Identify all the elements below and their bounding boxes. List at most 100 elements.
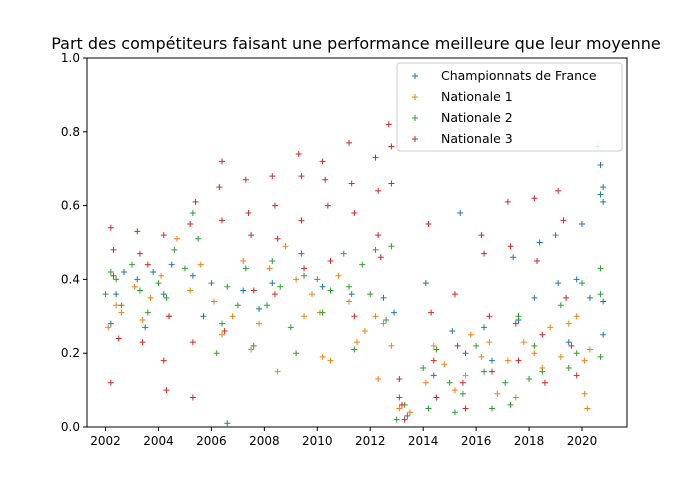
data-point	[573, 276, 580, 283]
data-point	[322, 176, 329, 183]
data-point	[425, 221, 432, 228]
data-point	[568, 342, 575, 349]
data-point	[531, 195, 538, 202]
data-point	[372, 246, 379, 253]
data-point	[467, 331, 474, 338]
data-point	[324, 202, 331, 209]
data-point	[481, 324, 488, 331]
data-point	[195, 235, 202, 242]
data-point	[240, 257, 247, 264]
data-point	[107, 224, 114, 231]
data-point	[430, 342, 437, 349]
data-point	[181, 265, 188, 272]
data-point	[295, 150, 302, 157]
plot-area-frame	[86, 57, 628, 428]
data-point	[160, 291, 167, 298]
x-tick-label: 2004	[143, 434, 174, 448]
data-point	[274, 368, 281, 375]
data-point	[144, 261, 151, 268]
data-point	[563, 294, 570, 301]
data-point	[293, 276, 300, 283]
data-point	[118, 309, 125, 316]
data-point	[573, 350, 580, 357]
data-point	[531, 350, 538, 357]
data-point	[489, 405, 495, 412]
data-point	[131, 283, 138, 290]
data-point	[536, 239, 543, 246]
data-point	[245, 209, 252, 216]
data-point	[219, 331, 225, 338]
data-point	[547, 324, 554, 331]
axes: 2002 2004 2006 2008 2010 2012 2014 2016 2018 2020…	[61, 51, 597, 448]
data-point	[346, 298, 353, 305]
data-point	[197, 261, 204, 268]
data-point	[534, 257, 540, 264]
y-tick-label: 0.4	[61, 272, 80, 286]
data-point	[269, 173, 276, 180]
data-point	[361, 328, 368, 335]
data-point	[451, 291, 458, 298]
data-point	[274, 235, 281, 242]
data-point	[481, 250, 488, 257]
data-point	[327, 357, 334, 364]
data-point	[346, 139, 353, 146]
data-point	[213, 350, 220, 357]
data-point	[174, 235, 180, 242]
data-point	[552, 232, 559, 239]
data-point	[348, 180, 355, 187]
legend-entry: Nationale 1	[441, 89, 513, 104]
data-point	[319, 283, 326, 290]
data-point	[298, 217, 305, 224]
data-point	[327, 257, 334, 264]
data-point	[163, 294, 170, 301]
data-point	[166, 313, 173, 320]
data-point	[208, 280, 215, 287]
data-point	[388, 143, 395, 150]
legend-marker	[412, 136, 418, 142]
data-point	[192, 198, 199, 205]
data-point	[110, 246, 117, 253]
data-point	[113, 302, 120, 309]
x-tick-label: 2016	[461, 434, 492, 448]
data-point	[269, 257, 276, 264]
data-point	[107, 269, 114, 276]
data-point	[473, 342, 480, 349]
data-point	[367, 291, 374, 298]
data-point	[541, 379, 548, 386]
legend-entry: Championnats de France	[441, 68, 597, 83]
data-point	[375, 232, 382, 239]
data-point	[520, 339, 527, 346]
data-point	[441, 361, 448, 368]
data-point	[507, 401, 514, 408]
data-point	[404, 412, 411, 419]
data-point	[129, 261, 135, 268]
data-point	[139, 339, 146, 346]
data-point	[396, 376, 403, 383]
data-point	[422, 280, 429, 287]
data-point	[504, 357, 511, 364]
data-point	[597, 162, 604, 169]
data-point	[277, 283, 284, 290]
data-point	[282, 243, 289, 250]
data-point	[102, 291, 109, 298]
data-point	[433, 394, 440, 401]
data-point	[557, 353, 564, 360]
data-point	[189, 394, 196, 401]
data-point	[380, 320, 387, 327]
data-point	[110, 272, 117, 279]
data-point	[340, 250, 347, 257]
data-point	[457, 209, 464, 216]
data-point	[600, 331, 607, 338]
data-point	[107, 379, 114, 386]
data-point	[293, 350, 300, 357]
data-point	[406, 409, 413, 416]
points-layer	[102, 121, 607, 427]
data-point	[187, 287, 194, 294]
series-2	[102, 209, 604, 423]
data-point	[375, 187, 382, 194]
data-point	[189, 272, 196, 279]
data-point	[600, 298, 607, 305]
data-point	[459, 379, 466, 386]
data-point	[430, 372, 437, 379]
data-point	[584, 405, 591, 412]
